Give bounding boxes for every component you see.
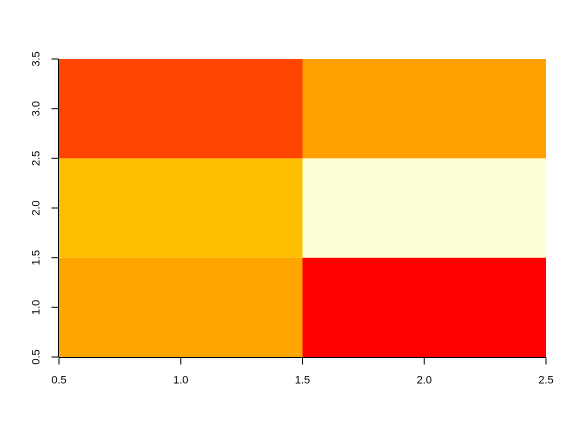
y-axis: 0.5 1.0 1.5 2.0 2.5 3.0 3.5 [31,51,59,365]
y-tick-label: 2.5 [31,151,43,166]
x-tick-label: 1.0 [173,375,188,387]
x-axis: 0.5 1.0 1.5 2.0 2.5 [51,357,554,387]
heatmap-cell-1-1 [59,257,303,357]
x-tick-label: 0.5 [51,375,66,387]
x-tick-label: 2.5 [538,375,553,387]
y-tick-label: 3.0 [31,101,43,116]
x-tick-label: 1.5 [295,375,310,387]
heatmap-cells [59,59,546,357]
y-tick-label: 3.5 [31,51,43,66]
y-tick-label: 1.5 [31,250,43,265]
x-tick-label: 2.0 [417,375,432,387]
heatmap-cell-1-2 [59,158,303,258]
y-tick-label: 2.0 [31,200,43,215]
y-tick-label: 1.0 [31,300,43,315]
heatmap-cell-2-1 [302,257,546,357]
heatmap-cell-1-3 [59,59,303,159]
heatmap-cell-2-2 [302,158,546,258]
y-tick-label: 0.5 [31,349,43,364]
heatmap-cell-2-3 [302,59,546,159]
